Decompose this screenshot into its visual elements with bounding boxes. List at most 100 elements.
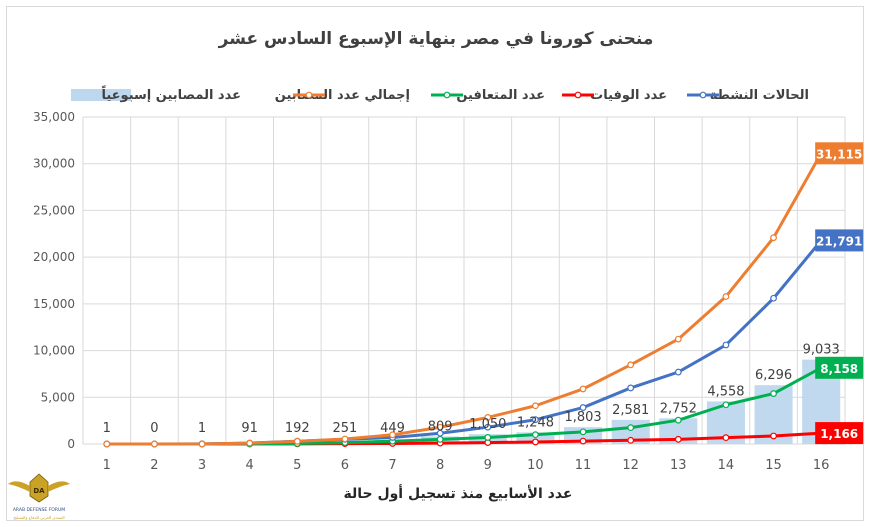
x-tick-label: 5 (293, 458, 301, 473)
series-point (532, 431, 539, 439)
series-point (722, 401, 730, 409)
x-tick-label: 12 (622, 458, 639, 473)
arab-defense-forum-logo: DA ARAB DEFENSE FORUM المنتدى العربي للد… (8, 473, 70, 520)
end-label: 31,115 (816, 147, 862, 161)
series-point (484, 434, 492, 441)
end-label-box (815, 356, 864, 379)
weekly-bar-label: 2,752 (660, 401, 697, 416)
end-label-box (815, 142, 864, 165)
series-point (770, 432, 777, 440)
series-point (151, 440, 158, 448)
end-label: 1,166 (820, 427, 858, 441)
x-tick-label: 6 (341, 458, 349, 473)
series-point (579, 385, 587, 393)
weekly-bar-label: 251 (333, 421, 358, 436)
legend-label: عدد المصابين إسبوعياً (101, 85, 241, 103)
legend-marker-swatch (443, 91, 451, 99)
x-tick-label: 11 (575, 458, 592, 473)
series-point (674, 368, 682, 376)
series-point (389, 431, 396, 439)
series-point (674, 335, 682, 343)
weekly-bar-label: 1,050 (469, 417, 506, 432)
series-point (293, 437, 301, 445)
series-point (579, 404, 587, 411)
y-tick-label: 20,000 (33, 250, 75, 264)
weekly-bar-label: 4,558 (707, 384, 744, 399)
series-point (103, 440, 111, 448)
weekly-bar-label: 1,803 (564, 410, 601, 425)
series-point (532, 402, 539, 410)
weekly-bar-label: 1 (198, 421, 206, 436)
weekly-bar-label: 9,033 (803, 343, 840, 358)
x-tick-label: 9 (484, 458, 492, 473)
x-axis-title: عدد الأسابيع منذ تسجيل أول حالة (343, 484, 572, 502)
logo-name: ARAB DEFENSE FORUM (13, 507, 65, 513)
series-point (579, 428, 587, 436)
x-tick-label: 10 (527, 458, 544, 473)
x-tick-label: 7 (388, 458, 396, 473)
series-point (674, 435, 682, 443)
series-point (436, 435, 444, 443)
chart-svg: منحنى كورونا في مصر بنهاية الإسبوع الساد… (33, 29, 864, 502)
series-point (627, 384, 635, 392)
series-point (674, 416, 682, 424)
x-tick-label: 13 (670, 458, 687, 473)
series-point (627, 436, 635, 444)
weekly-bar-label: 809 (428, 419, 453, 434)
x-tick-label: 15 (765, 458, 782, 473)
y-tick-label: 5,000 (41, 390, 75, 404)
series-point (770, 234, 777, 242)
y-tick-label: 25,000 (33, 203, 75, 217)
series-point (579, 437, 587, 445)
legend-marker-swatch (574, 91, 582, 99)
logo-tagline: المنتدى العربي للدفاع والتسليح (13, 515, 64, 520)
weekly-bar-label: 1 (103, 421, 111, 436)
logo-initials: DA (33, 487, 45, 495)
x-tick-label: 2 (150, 458, 158, 473)
chart-title: منحنى كورونا في مصر بنهاية الإسبوع الساد… (218, 29, 654, 49)
series-point (722, 293, 730, 300)
y-tick-label: 15,000 (33, 297, 75, 311)
series-point (484, 423, 492, 431)
legend-marker-swatch (305, 91, 313, 99)
series-point (341, 435, 349, 443)
legend-label: عدد المتعافين (456, 88, 545, 103)
legend-label: الحالات النشطة (710, 88, 809, 103)
series-point (770, 294, 777, 302)
end-label: 8,158 (820, 362, 858, 376)
legend-label: عدد الوفيات (590, 88, 667, 103)
end-label-box (815, 422, 864, 445)
series-point (722, 341, 730, 349)
weekly-bar-label: 0 (150, 421, 158, 436)
y-tick-label: 35,000 (33, 110, 75, 124)
chart-frame: منحنى كورونا في مصر بنهاية الإسبوع الساد… (6, 6, 864, 521)
y-tick-label: 0 (67, 437, 75, 451)
x-tick-label: 1 (103, 458, 111, 473)
series-point (770, 390, 777, 397)
weekly-bar (516, 432, 555, 444)
legend-marker-swatch (699, 91, 707, 99)
legend-bar-swatch (71, 89, 131, 101)
weekly-bar-label: 6,296 (755, 368, 792, 383)
weekly-bar-label: 91 (241, 421, 258, 436)
series-point (627, 361, 635, 369)
series-point (484, 414, 492, 421)
series-line (105, 151, 823, 446)
y-tick-label: 30,000 (33, 157, 75, 171)
series-point (436, 423, 444, 431)
weekly-bar-label: 449 (380, 421, 405, 436)
y-tick-label: 10,000 (33, 344, 75, 358)
end-label: 21,791 (816, 234, 862, 248)
weekly-bar-label: 2,581 (612, 403, 649, 418)
x-tick-label: 16 (813, 458, 830, 473)
weekly-bar-label: 192 (285, 421, 310, 436)
x-tick-label: 3 (198, 458, 206, 473)
x-tick-label: 8 (436, 458, 444, 473)
series-point (198, 440, 206, 448)
weekly-bar-label: 1,248 (517, 415, 554, 430)
series-point (722, 434, 730, 442)
x-tick-label: 14 (718, 458, 735, 473)
series-point (627, 424, 635, 432)
series-point (532, 416, 539, 424)
series-point (532, 438, 539, 446)
